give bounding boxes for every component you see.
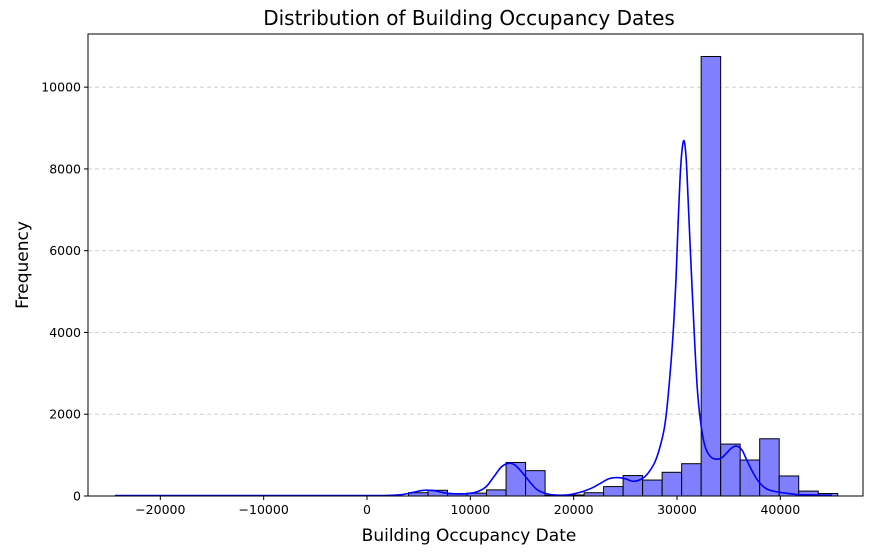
histogram-bar	[759, 438, 780, 497]
y-gridlines	[88, 86, 863, 415]
y-axis-ticks: 0 2000 4000 6000 8000 10000	[41, 80, 88, 504]
histogram-bar	[681, 463, 702, 497]
y-tick-label: 10000	[41, 80, 81, 95]
y-tick-label: 8000	[49, 161, 81, 176]
kde-curve	[114, 139, 833, 497]
histogram-bar	[505, 461, 527, 497]
chart-title: Distribution of Building Occupancy Dates	[263, 6, 675, 30]
plot-frame	[87, 33, 864, 497]
x-tick-label: 0	[363, 502, 371, 517]
histogram-bar	[661, 471, 683, 497]
histogram-bar	[700, 55, 722, 497]
x-axis-label: Building Occupancy Date	[362, 526, 577, 546]
y-axis-label: Frequency	[13, 221, 33, 309]
y-tick-label: 0	[73, 489, 81, 504]
kde-curve-group	[114, 139, 833, 497]
x-tick-label: 30000	[657, 502, 697, 517]
histogram-bar	[642, 479, 663, 497]
x-tick-label: 40000	[760, 502, 800, 517]
y-tick-label: 4000	[49, 325, 81, 340]
histogram-bar	[486, 489, 507, 497]
x-tick-label: 20000	[554, 502, 594, 517]
histogram-bar	[720, 443, 741, 497]
y-tick-label: 6000	[49, 243, 81, 258]
x-tick-label: −20000	[135, 502, 185, 517]
y-tick-label: 2000	[49, 407, 81, 422]
x-tick-label: −10000	[239, 502, 289, 517]
x-tick-label: 10000	[450, 502, 490, 517]
histogram-bar	[603, 486, 624, 497]
x-axis-ticks: −20000 −10000 0 10000 20000 30000 40000	[135, 496, 800, 517]
